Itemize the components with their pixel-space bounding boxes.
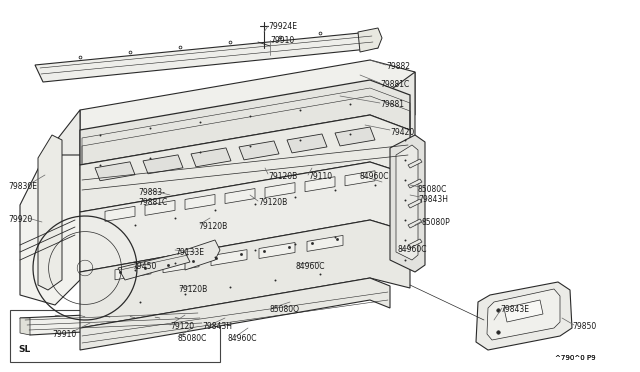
Text: ^790^0 P9: ^790^0 P9 [555, 355, 596, 361]
Text: 79120: 79120 [170, 322, 194, 331]
Text: 85080C: 85080C [418, 185, 447, 194]
Polygon shape [163, 257, 199, 273]
Text: 85080C: 85080C [178, 334, 207, 343]
Polygon shape [118, 252, 190, 280]
Text: 79910: 79910 [52, 330, 76, 339]
Polygon shape [307, 235, 343, 251]
Text: 79924E: 79924E [268, 22, 297, 31]
Text: 79830E: 79830E [8, 182, 37, 191]
Polygon shape [259, 243, 295, 259]
Polygon shape [95, 162, 135, 181]
Text: 79120B: 79120B [268, 172, 297, 181]
Text: 79910: 79910 [270, 36, 294, 45]
Polygon shape [195, 310, 207, 325]
Polygon shape [20, 318, 30, 335]
Polygon shape [504, 300, 543, 322]
Text: 85080P: 85080P [422, 218, 451, 227]
Text: 79882: 79882 [386, 62, 410, 71]
Text: 79450: 79450 [132, 262, 156, 271]
Text: 85080Q: 85080Q [270, 305, 300, 314]
Text: 79120B: 79120B [258, 198, 287, 207]
Text: 79420: 79420 [390, 128, 414, 137]
Polygon shape [396, 145, 418, 260]
Polygon shape [239, 141, 279, 160]
Polygon shape [408, 179, 422, 188]
Polygon shape [100, 316, 136, 324]
Polygon shape [143, 155, 183, 174]
Text: 79110: 79110 [308, 172, 332, 181]
Text: 79881: 79881 [380, 100, 404, 109]
Text: 84960C: 84960C [295, 262, 324, 271]
Text: 79843E: 79843E [500, 305, 529, 314]
Polygon shape [80, 115, 410, 212]
Polygon shape [20, 155, 80, 305]
Polygon shape [185, 240, 220, 270]
Polygon shape [80, 162, 410, 272]
Polygon shape [35, 32, 378, 82]
Text: 84960C: 84960C [398, 245, 428, 254]
Polygon shape [225, 189, 255, 203]
Text: 79881C: 79881C [138, 198, 167, 207]
Polygon shape [80, 220, 410, 328]
Polygon shape [45, 110, 80, 295]
Text: 84960C: 84960C [360, 172, 390, 181]
Polygon shape [408, 219, 422, 228]
Polygon shape [38, 135, 62, 290]
Polygon shape [370, 72, 415, 280]
Polygon shape [145, 201, 175, 215]
Polygon shape [265, 183, 295, 198]
Text: 79843H: 79843H [418, 195, 448, 204]
Polygon shape [390, 135, 425, 272]
Polygon shape [408, 199, 422, 208]
Polygon shape [358, 28, 382, 52]
Polygon shape [80, 80, 410, 165]
Polygon shape [487, 289, 560, 340]
Polygon shape [335, 127, 375, 146]
Polygon shape [408, 159, 422, 168]
Polygon shape [408, 239, 422, 248]
Polygon shape [287, 134, 327, 153]
Polygon shape [80, 278, 390, 350]
Text: 79920: 79920 [8, 215, 32, 224]
Text: ^790^0 P9: ^790^0 P9 [555, 355, 596, 361]
Polygon shape [211, 250, 247, 266]
Polygon shape [191, 148, 231, 167]
Polygon shape [476, 282, 572, 350]
Polygon shape [105, 206, 135, 221]
Text: 79843H: 79843H [202, 322, 232, 331]
Text: 79133E: 79133E [175, 248, 204, 257]
Text: 79881C: 79881C [380, 80, 409, 89]
Polygon shape [80, 60, 415, 155]
Polygon shape [305, 177, 335, 192]
Polygon shape [185, 195, 215, 209]
Text: SL: SL [18, 345, 30, 354]
Text: 79883-: 79883- [138, 188, 165, 197]
Polygon shape [345, 171, 375, 186]
Text: 79120B: 79120B [198, 222, 227, 231]
Text: 79120B: 79120B [178, 285, 207, 294]
Polygon shape [115, 264, 151, 280]
Polygon shape [20, 310, 205, 335]
Text: 79850: 79850 [572, 322, 596, 331]
Text: 84960C: 84960C [228, 334, 257, 343]
